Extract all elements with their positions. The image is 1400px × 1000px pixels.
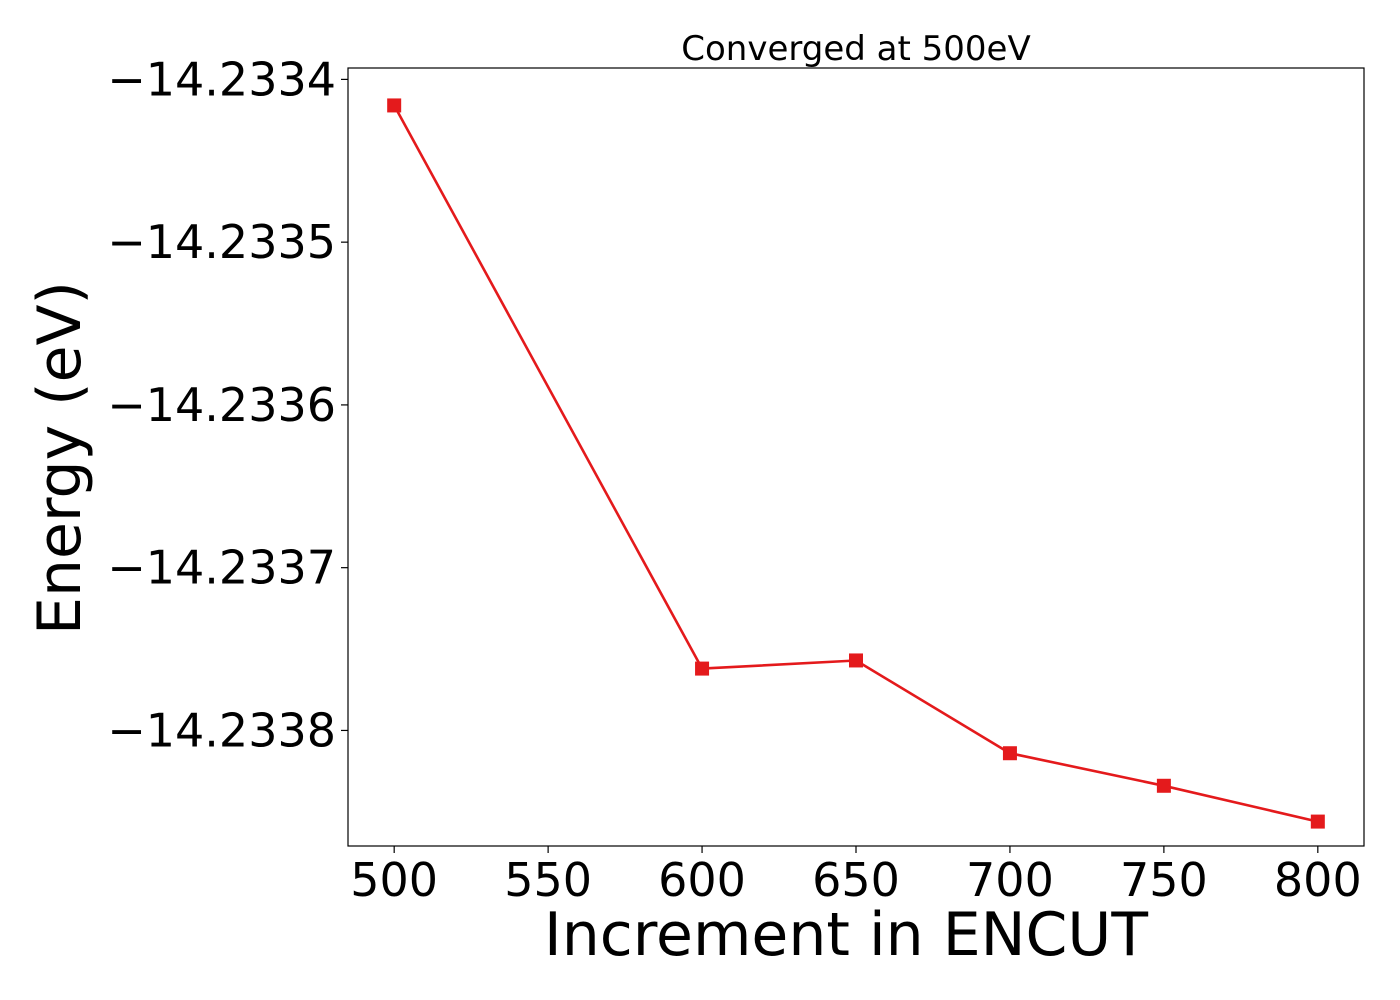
y-axis-label: Energy (eV) [25,281,95,635]
x-tick-label: 600 [658,853,746,907]
chart-title: Converged at 500eV [681,29,1030,69]
y-axis-ticks: −14.2334 −14.2335 −14.2336 −14.2337 −14.2338 [107,52,348,757]
x-tick-label: 650 [812,853,900,907]
y-tick-label: −14.2334 [107,52,336,106]
x-axis-label: Increment in ENCUT [544,900,1148,970]
y-tick-label: −14.2338 [107,703,336,757]
series-line [393,104,1319,823]
x-tick-label: 500 [350,853,438,907]
plot-area [387,98,1325,829]
x-axis-ticks: 500 550 600 650 700 750 800 [350,846,1362,907]
x-tick-label: 800 [1274,853,1362,907]
data-point [849,653,863,668]
data-point [695,661,710,676]
data-point [1310,814,1325,829]
y-tick-label: −14.2335 [107,215,336,269]
data-point [1002,746,1017,761]
y-tick-label: −14.2336 [107,378,336,432]
x-tick-label: 750 [1120,853,1208,907]
data-point [1156,778,1171,793]
plot-frame [347,67,1365,847]
data-point [387,98,402,113]
x-tick-label: 550 [504,853,592,907]
y-tick-label: −14.2337 [107,541,336,595]
x-tick-label: 700 [966,853,1054,907]
